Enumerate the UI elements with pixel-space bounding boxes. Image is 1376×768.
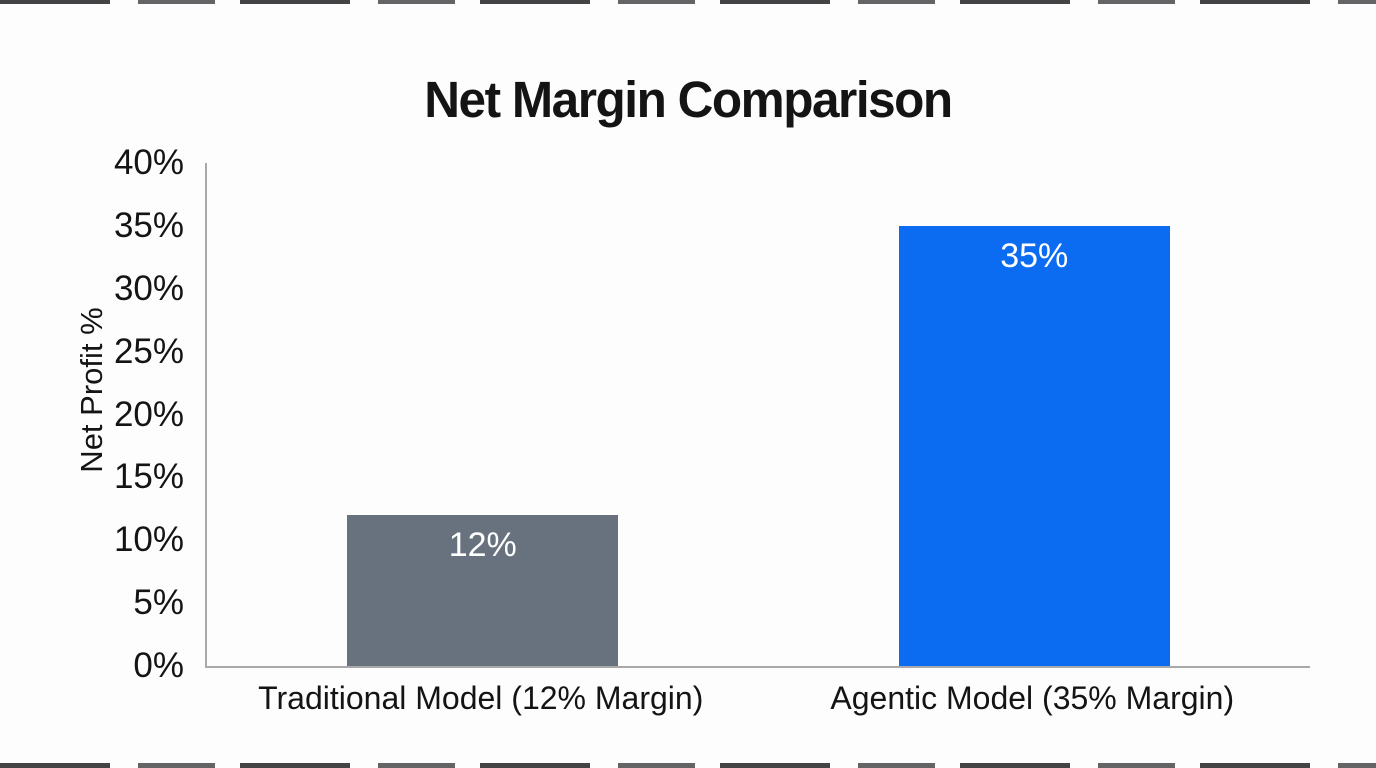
bar: 35% [898,225,1170,666]
x-axis-labels: Traditional Model (12% Margin) Agentic M… [0,680,1376,726]
video-artifact-bottom-edge [0,763,1376,768]
bar-value-label: 35% [1000,236,1069,275]
chart-title: Net Margin Comparison [424,71,953,128]
y-tick-label: 30% [113,268,184,308]
x-category-label: Traditional Model (12% Margin) [258,680,704,716]
y-tick-label: 25% [113,331,184,371]
y-tick-label: 15% [113,457,184,497]
y-tick-label: 5% [133,583,184,623]
y-tick-label: 40% [113,143,184,182]
y-tick-label: 35% [113,205,184,245]
y-axis-ticks: 0% 5% 10% 15% 20% 25% 30% 35% 40% [0,143,190,685]
bar-value-label: 12% [448,526,517,565]
y-tick-label: 20% [113,394,184,434]
plot-area: 12% 35% [205,163,1310,668]
y-tick-label: 10% [113,520,184,560]
bar: 12% [347,515,619,666]
video-artifact-top-edge [0,0,1376,4]
y-tick-label: 0% [133,646,184,685]
x-category-label: Agentic Model (35% Margin) [830,680,1235,716]
